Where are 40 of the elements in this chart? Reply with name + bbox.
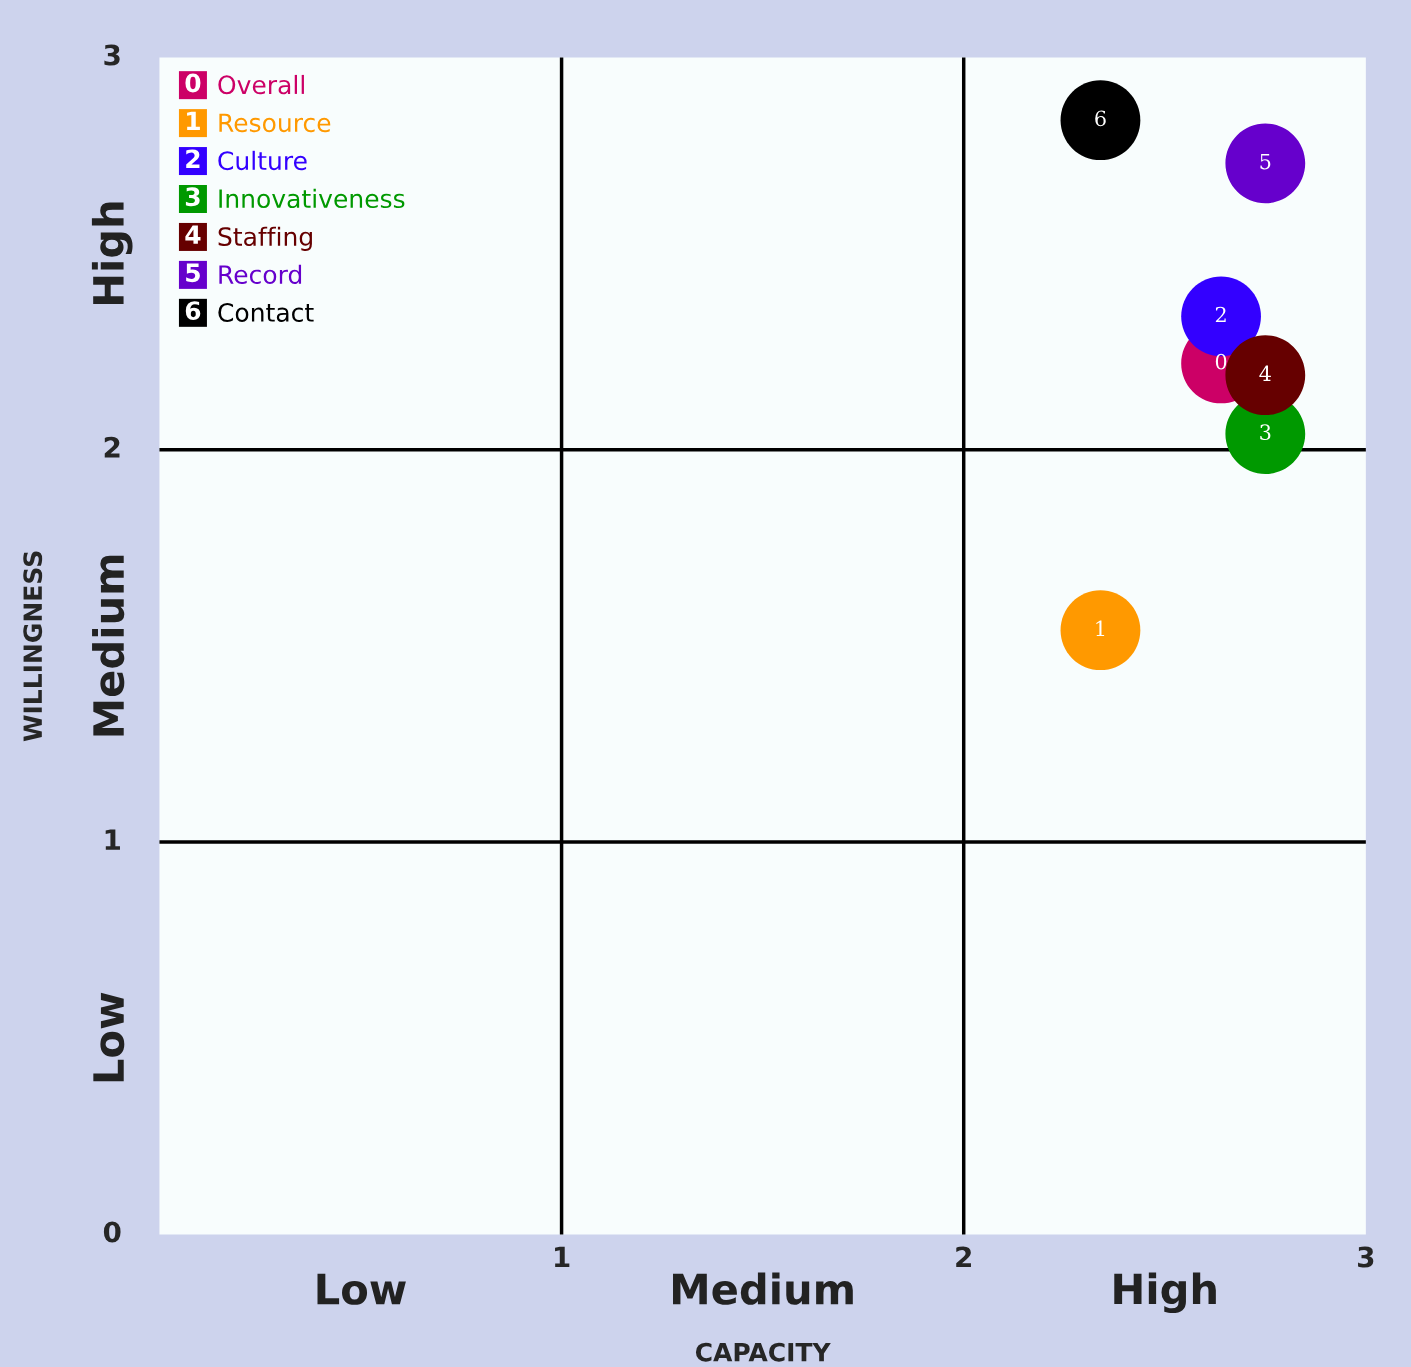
y-axis-title: WILLINGNESS <box>23 551 43 742</box>
text: High <box>91 202 133 305</box>
text: Medium <box>673 1272 853 1305</box>
y-tick-label: 0 <box>103 1221 121 1243</box>
x-tick-label: 2 <box>956 1246 971 1268</box>
legend-label: Culture <box>218 150 307 171</box>
text: High <box>1114 1272 1216 1314</box>
annotation: 5 <box>1260 153 1271 170</box>
y-tick-label: 1 <box>105 829 120 850</box>
legend-label: Contact <box>218 303 314 322</box>
x-tick-label: 1 <box>555 1246 570 1268</box>
legend-label: Overall <box>218 74 304 95</box>
legend-label: Resource <box>219 113 331 133</box>
text: Low <box>317 1273 406 1305</box>
y-tick-label: 2 <box>104 436 120 458</box>
annotation: 6 <box>1095 110 1106 127</box>
annotation: 3 <box>1260 424 1271 441</box>
annotation: 2 <box>1215 306 1226 323</box>
annotation: 0 <box>1215 353 1227 370</box>
annotation: 4 <box>1259 365 1271 381</box>
legend-label: Innovativeness <box>219 188 405 209</box>
text: 4 <box>185 225 201 244</box>
x-axis-title: CAPACITY <box>695 1342 831 1362</box>
point <box>1225 123 1306 204</box>
text: 3 <box>185 187 200 207</box>
point <box>1060 80 1141 161</box>
legend-label: Staffing <box>218 226 312 251</box>
legend-label: Record <box>219 264 302 284</box>
text: Medium <box>92 555 125 736</box>
annotation: 1 <box>1096 620 1105 636</box>
y-tick-label: 3 <box>104 44 120 66</box>
point <box>1060 590 1141 671</box>
point <box>1225 335 1306 416</box>
text: 2 <box>186 149 200 168</box>
text: Low <box>93 992 125 1082</box>
text: 5 <box>186 263 200 283</box>
text: 6 <box>185 301 201 321</box>
text: 1 <box>187 111 200 130</box>
text: 0 <box>185 73 201 93</box>
x-tick-label: 3 <box>1358 1246 1374 1268</box>
